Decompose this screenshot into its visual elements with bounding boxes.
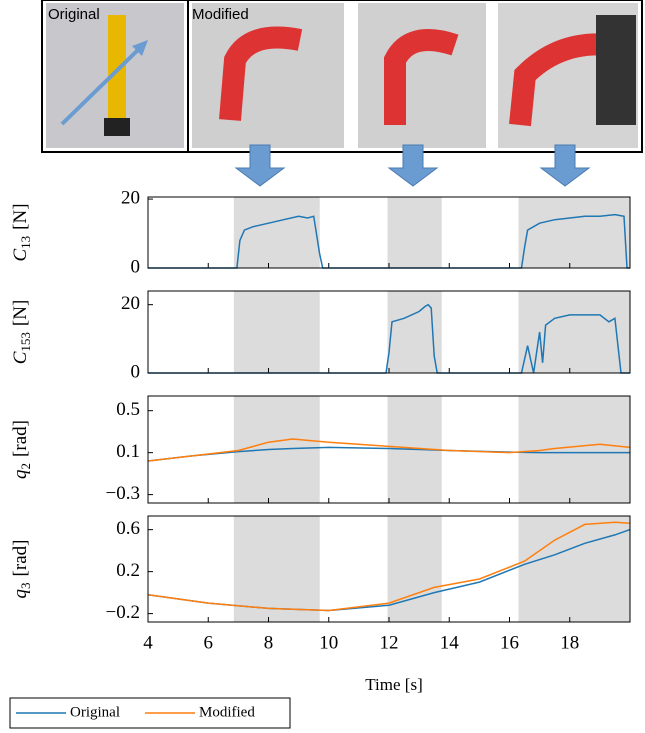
y-tick-label: 0.2 bbox=[116, 560, 140, 581]
y-label-unit: [rad] bbox=[10, 540, 31, 577]
y-tick-label: −0.2 bbox=[106, 602, 140, 623]
x-tick-label: 14 bbox=[440, 632, 460, 653]
y-label-symbol: C bbox=[10, 249, 31, 262]
legend: Original Modified bbox=[10, 698, 290, 728]
chart-panel: −0.3 0.1 0.5 q2 [rad] bbox=[10, 396, 630, 504]
y-axis-label: q3 [rad] bbox=[10, 540, 33, 599]
shaded-region bbox=[387, 516, 441, 622]
robot-base bbox=[104, 118, 130, 136]
y-label-unit: [N] bbox=[10, 203, 31, 229]
y-label-unit: [N] bbox=[10, 300, 31, 326]
x-tick-label: 16 bbox=[500, 632, 519, 653]
x-tick-label: 8 bbox=[264, 632, 274, 653]
y-tick-label: 0.5 bbox=[116, 399, 140, 420]
y-tick-label: 20 bbox=[121, 293, 140, 314]
y-tick-label: −0.3 bbox=[106, 483, 140, 504]
x-tick-label: 12 bbox=[380, 632, 399, 653]
shaded-region bbox=[387, 197, 441, 268]
photo-label: Original bbox=[48, 6, 100, 23]
y-label-symbol: C bbox=[10, 351, 31, 364]
x-tick-label: 6 bbox=[204, 632, 214, 653]
shaded-region bbox=[234, 291, 320, 373]
x-axis-label: Time [s] bbox=[365, 675, 422, 694]
x-tick-label: 4 bbox=[143, 632, 153, 653]
shaded-region bbox=[234, 197, 320, 268]
y-label-subscript: 3 bbox=[18, 582, 33, 589]
y-label-symbol: q bbox=[10, 469, 31, 479]
photo-strip: Original Modified bbox=[42, 0, 642, 186]
y-label-subscript: 13 bbox=[18, 236, 33, 249]
y-tick-label: 0.6 bbox=[116, 518, 140, 539]
legend-label: Original bbox=[70, 704, 120, 720]
page: {"figure": {"original_label": "Original"… bbox=[0, 0, 645, 733]
photo-modified-2 bbox=[358, 3, 486, 148]
figure: Original Modified Original Modified 020C… bbox=[0, 0, 645, 733]
y-axis-label: q2 [rad] bbox=[10, 420, 33, 479]
photo-modified-1 bbox=[192, 3, 344, 148]
shaded-region bbox=[387, 291, 441, 373]
chart-panel: 0 20 C13 [N] bbox=[10, 187, 630, 277]
shaded-region bbox=[519, 396, 630, 503]
shaded-region bbox=[519, 516, 630, 622]
y-label-subscript: 153 bbox=[18, 332, 33, 352]
y-label-unit: [rad] bbox=[10, 420, 31, 457]
chart-panel: 0 20 C153 [N] bbox=[10, 291, 630, 382]
y-label-subscript: 2 bbox=[18, 463, 33, 470]
y-axis-label: C13 [N] bbox=[10, 203, 33, 261]
x-tick-label: 18 bbox=[560, 632, 579, 653]
y-axis-label: C153 [N] bbox=[10, 300, 33, 365]
y-tick-label: 0.1 bbox=[116, 441, 140, 462]
shaded-region bbox=[519, 197, 630, 268]
chart-panel: 4 6 8 10 12 14 16 18 −0.2 0.2 0.6 q3 [rad] Time [s] bbox=[10, 516, 630, 694]
x-tick-label: 10 bbox=[319, 632, 338, 653]
photo-label: Modified bbox=[192, 6, 249, 23]
y-tick-label: 20 bbox=[121, 187, 140, 208]
y-label-symbol: q bbox=[10, 588, 31, 598]
y-tick-label: 0 bbox=[131, 361, 141, 382]
y-tick-label: 0 bbox=[131, 256, 141, 277]
legend-label: Modified bbox=[199, 704, 255, 720]
robot-arm bbox=[108, 15, 126, 120]
person bbox=[596, 15, 636, 125]
